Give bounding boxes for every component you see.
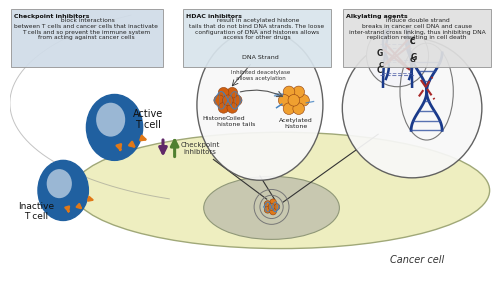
FancyBboxPatch shape [11, 9, 163, 67]
Text: Active
T cell: Active T cell [134, 109, 164, 131]
Text: C: C [378, 62, 384, 68]
Text: Inhibited deacetylase
allows acetylation: Inhibited deacetylase allows acetylation [232, 70, 290, 81]
Text: G: G [411, 52, 418, 61]
Circle shape [273, 204, 280, 210]
Ellipse shape [96, 103, 125, 137]
Text: Acetylated
histone: Acetylated histone [279, 118, 312, 129]
Text: Checkpoint
inhibitors: Checkpoint inhibitors [180, 142, 220, 155]
Text: C: C [409, 37, 415, 46]
Ellipse shape [86, 94, 142, 160]
Circle shape [283, 103, 295, 114]
Circle shape [214, 95, 224, 106]
Circle shape [298, 94, 310, 106]
Ellipse shape [38, 160, 88, 221]
FancyBboxPatch shape [344, 9, 490, 67]
Text: induce double strand
breaks in cancer cell DNA and cause
inter-strand cross link: induce double strand breaks in cancer ce… [348, 18, 486, 40]
Text: C: C [376, 66, 382, 75]
Text: Checkpoint inhibitors: Checkpoint inhibitors [14, 14, 89, 19]
Ellipse shape [46, 169, 72, 198]
Circle shape [366, 25, 428, 87]
Circle shape [222, 95, 234, 106]
Text: G: G [409, 56, 415, 63]
Circle shape [264, 206, 271, 213]
Text: Cancer cell: Cancer cell [390, 255, 444, 265]
Text: block interactions
between T cells and cancer cells that inactivate
T cells and : block interactions between T cells and c… [14, 18, 158, 40]
Circle shape [293, 86, 304, 98]
Circle shape [232, 95, 242, 106]
Circle shape [218, 87, 229, 98]
Text: C: C [409, 39, 414, 45]
Text: DNA Strand: DNA Strand [242, 55, 279, 60]
Circle shape [268, 204, 275, 210]
Text: HDAC inhibitors: HDAC inhibitors [186, 14, 242, 19]
Text: Alkylating agents: Alkylating agents [346, 14, 408, 19]
Text: Histone: Histone [202, 116, 226, 121]
FancyBboxPatch shape [184, 9, 330, 67]
Circle shape [270, 208, 276, 215]
Circle shape [342, 38, 482, 178]
Circle shape [218, 103, 229, 113]
Circle shape [227, 87, 237, 98]
Circle shape [270, 199, 276, 206]
Circle shape [293, 103, 304, 114]
Circle shape [227, 103, 237, 113]
Text: Inactive
T cell: Inactive T cell [18, 202, 54, 221]
Circle shape [283, 86, 295, 98]
Circle shape [264, 201, 271, 208]
Text: G: G [376, 49, 382, 58]
Circle shape [288, 94, 300, 106]
Ellipse shape [197, 30, 323, 180]
Text: result in acetylated histone
tails that do not bind DNA strands. The loose
confi: result in acetylated histone tails that … [190, 18, 324, 40]
Text: Coiled
histone tails: Coiled histone tails [216, 116, 255, 127]
Circle shape [278, 94, 290, 106]
Ellipse shape [73, 132, 490, 249]
Ellipse shape [204, 176, 340, 239]
